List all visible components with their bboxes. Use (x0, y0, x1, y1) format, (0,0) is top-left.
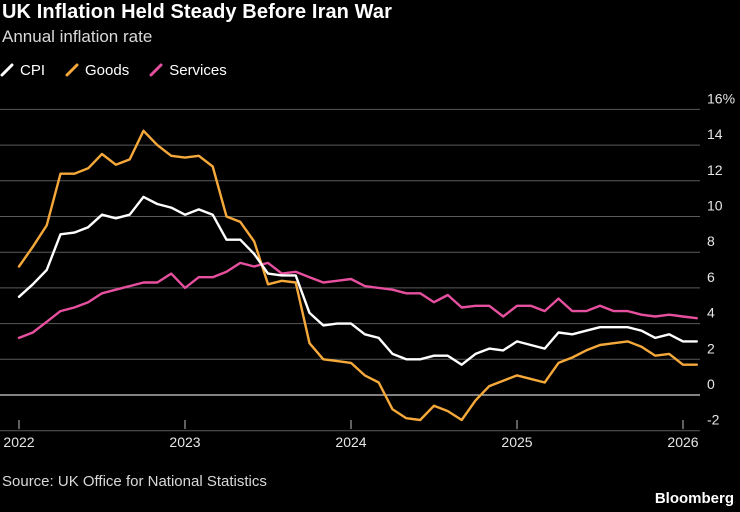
grid-layer (0, 108, 700, 432)
y-tick-label: 4 (707, 305, 715, 321)
series-layer (17, 129, 698, 422)
legend-swatch-cpi-icon (0, 63, 14, 77)
legend-item-goods: Goods (65, 62, 129, 79)
legend: CPI Goods Services (0, 60, 247, 80)
chart-title: UK Inflation Held Steady Before Iran War (2, 1, 392, 23)
legend-label-goods: Goods (85, 61, 130, 79)
source-note: Source: UK Office for National Statistic… (2, 473, 267, 490)
y-tick-label: 8 (707, 233, 715, 249)
legend-label-services: Services (169, 61, 227, 79)
legend-item-services: Services (149, 62, 227, 79)
axis-layer: -2 0 2 4 6 8 10 12 14 16% 2022 2023 2024 2025 2026 (3, 90, 735, 450)
y-tick-label: 2 (707, 340, 715, 356)
series-line-goods (17, 129, 698, 422)
y-tick-label: -2 (707, 412, 720, 428)
y-tick-label: 16% (707, 90, 735, 106)
series-line-services (17, 261, 698, 340)
chart-subtitle: Annual inflation rate (2, 27, 153, 46)
x-tick-label: 2022 (3, 434, 34, 450)
series-line-cpi (17, 195, 698, 366)
y-tick-label: 6 (707, 269, 715, 285)
y-tick-label: 12 (707, 162, 723, 178)
legend-swatch-services-icon (149, 63, 163, 77)
y-tick-label: 0 (707, 376, 715, 392)
legend-swatch-goods-icon (65, 63, 79, 77)
y-tick-label: 10 (707, 198, 723, 214)
brand-logo: Bloomberg (654, 490, 734, 507)
x-tick-label: 2023 (169, 434, 200, 450)
y-tick-label: 14 (707, 126, 723, 142)
x-tick-label: 2024 (335, 434, 366, 450)
x-tick-label: 2025 (501, 434, 532, 450)
legend-item-cpi: CPI (0, 62, 45, 79)
legend-label-cpi: CPI (20, 61, 46, 79)
x-tick-label: 2026 (667, 434, 698, 450)
